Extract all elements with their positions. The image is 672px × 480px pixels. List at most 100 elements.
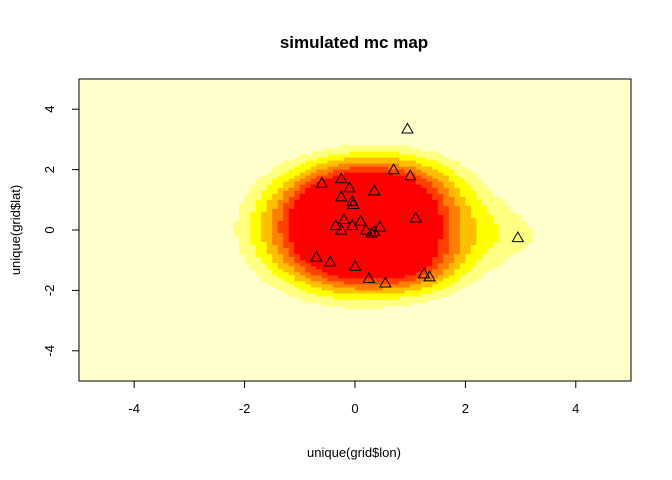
heatmap-cell [277, 248, 290, 252]
heatmap-cell [277, 266, 295, 270]
heatmap-cell [426, 157, 450, 162]
heatmap-cell [266, 199, 279, 204]
heatmap-cell [448, 251, 461, 255]
heatmap-cell [493, 242, 527, 246]
heatmap-cell [437, 248, 450, 252]
heatmap-cell [487, 248, 522, 252]
heatmap-cell [239, 211, 251, 216]
heatmap-cell [426, 190, 439, 195]
heatmap-cell [399, 281, 422, 285]
heatmap-cell [288, 178, 301, 183]
heatmap-cell [476, 239, 500, 243]
heatmap-cell [415, 181, 433, 186]
heatmap-cell [305, 275, 323, 279]
heatmap-cell [250, 217, 262, 222]
heatmap-cell [310, 166, 328, 171]
heatmap-cell [432, 184, 444, 189]
heatmap-cell [437, 242, 450, 246]
y-tick-label: -4 [42, 345, 57, 357]
heatmap-cell [261, 175, 279, 180]
heatmap-cell [459, 242, 478, 246]
heatmap-cell [299, 163, 317, 168]
heatmap-cell [305, 290, 334, 295]
heatmap-cell [299, 187, 306, 192]
heatmap-cell [399, 151, 439, 156]
heatmap-cell [432, 269, 444, 273]
heatmap-cell [321, 148, 422, 153]
heatmap-cell [283, 233, 290, 237]
heatmap-cell [443, 226, 450, 231]
heatmap-cell [443, 269, 455, 273]
heatmap-cell [421, 169, 439, 174]
heatmap-cell [454, 260, 466, 264]
heatmap-cell [244, 196, 262, 201]
heatmap-cell [476, 233, 500, 237]
heatmap-cell [277, 223, 290, 228]
heatmap-cell [448, 205, 461, 210]
heatmap-cell [310, 178, 323, 183]
heatmap-cell [283, 193, 295, 198]
heatmap-cell [470, 269, 489, 273]
heatmap-cell [272, 269, 284, 273]
heatmap-cell [410, 284, 433, 288]
heatmap-cell [426, 272, 444, 276]
heatmap-cell [288, 208, 439, 213]
heatmap-cell [476, 226, 500, 231]
heatmap-cell [294, 166, 312, 171]
heatmap-cell [272, 254, 284, 258]
heatmap-cell [255, 245, 268, 249]
heatmap-cell [454, 172, 478, 177]
heatmap-cell [470, 245, 494, 249]
heatmap-cell [426, 266, 439, 270]
heatmap-cell [338, 163, 400, 168]
heatmap-cell [443, 278, 461, 282]
heatmap-cell [459, 263, 478, 267]
heatmap-cell [310, 172, 328, 177]
heatmap-cell [310, 278, 328, 282]
heatmap-cell [233, 233, 251, 237]
heatmap-cell [465, 254, 483, 258]
heatmap-cell [454, 269, 472, 273]
heatmap-cell [305, 299, 428, 304]
heatmap-cell [481, 254, 511, 258]
heatmap-cell [266, 172, 284, 177]
heatmap-cell [266, 251, 279, 255]
heatmap-cell [239, 242, 251, 246]
heatmap-cell [299, 296, 334, 301]
heatmap-cell [448, 230, 461, 234]
heatmap-cell [459, 175, 478, 180]
heatmap-cell [305, 281, 323, 285]
heatmap-cell [421, 269, 433, 273]
heatmap-cell [261, 211, 273, 216]
heatmap-cell [294, 251, 439, 255]
heatmap-cell [277, 187, 290, 192]
heatmap-cell [476, 223, 500, 228]
heatmap-cell [299, 263, 312, 267]
heatmap-cell [459, 239, 478, 243]
heatmap-cell [272, 166, 295, 171]
heatmap-cell [415, 160, 439, 165]
heatmap-cell [432, 260, 444, 264]
data-point [315, 176, 329, 188]
heatmap-cell [448, 220, 461, 225]
heatmap-cell [465, 181, 483, 186]
heatmap-cell [476, 230, 500, 234]
heatmap-cell [459, 193, 478, 198]
heatmap-cell [250, 233, 262, 237]
data-point [309, 250, 323, 262]
heatmap-cell [261, 223, 273, 228]
heatmap-cell [443, 214, 450, 219]
heatmap-cell [266, 208, 273, 213]
heatmap-cell [239, 214, 251, 219]
heatmap-cell [459, 211, 472, 216]
heatmap-cell [288, 217, 444, 222]
data-points [309, 122, 525, 288]
heatmap-cell [321, 302, 411, 307]
heatmap-cell [459, 230, 478, 234]
heatmap-cell [493, 245, 527, 249]
heatmap-cell [443, 199, 455, 204]
heatmap-cell [443, 233, 450, 237]
heatmap-cell [476, 236, 500, 240]
heatmap-cell [272, 196, 284, 201]
heatmap-cell [277, 245, 284, 249]
